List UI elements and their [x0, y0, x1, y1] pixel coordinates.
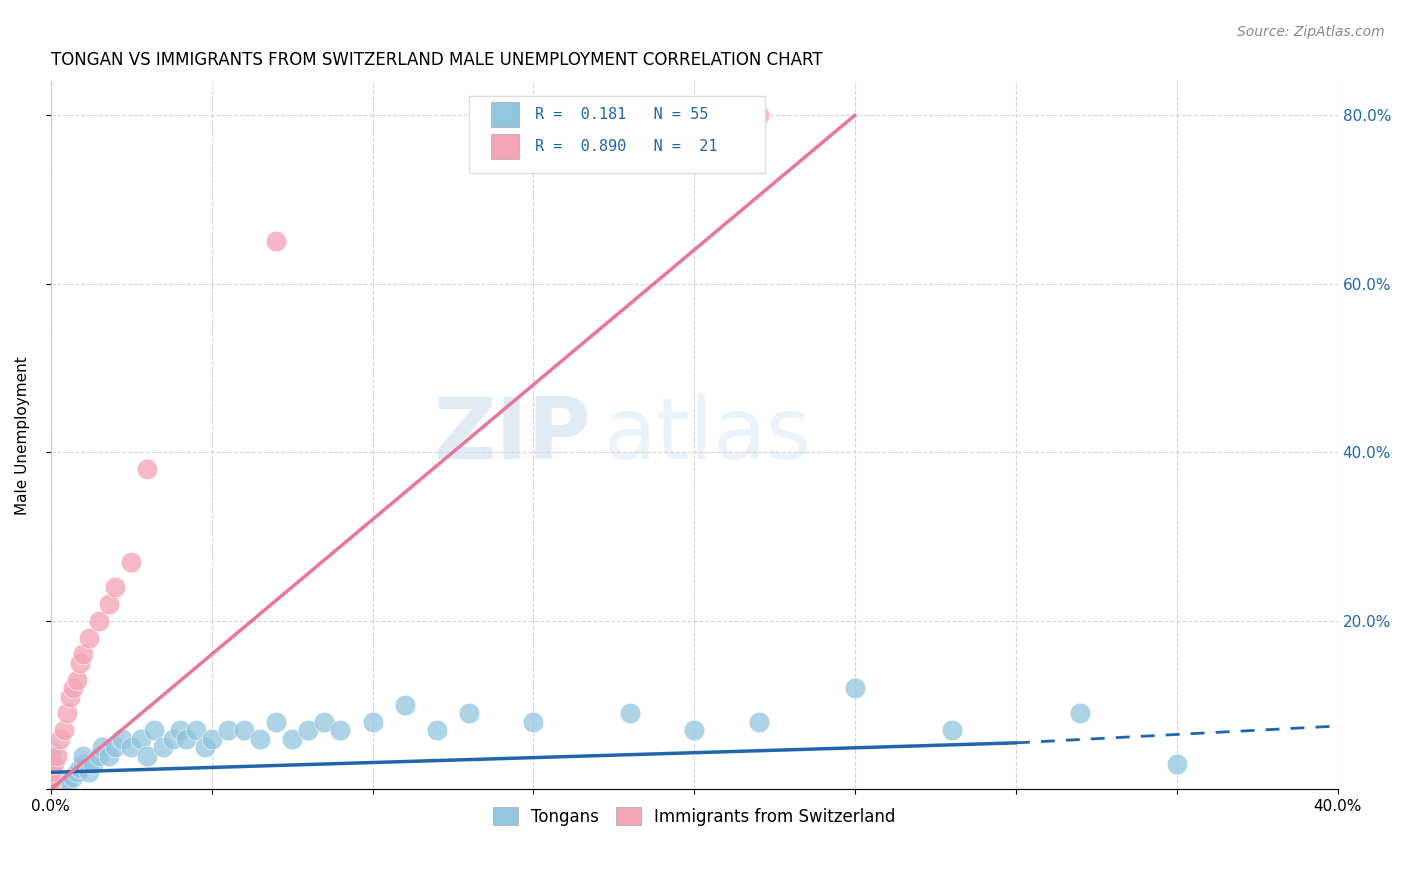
- Point: [82, 756, 104, 771]
- Point: [79, 765, 101, 780]
- Point: [142, 723, 165, 738]
- Point: [426, 723, 449, 738]
- Point: [56, 706, 79, 721]
- Point: [39, 782, 62, 797]
- Point: [104, 740, 127, 755]
- Point: [91, 740, 114, 755]
- Point: [522, 714, 544, 729]
- Point: [129, 731, 152, 746]
- Point: [97, 597, 120, 611]
- Point: [329, 723, 352, 738]
- Point: [104, 580, 127, 594]
- Point: [72, 648, 94, 662]
- Point: [1166, 756, 1188, 771]
- Point: [264, 235, 287, 249]
- Point: [120, 740, 142, 755]
- Point: [217, 723, 239, 738]
- Text: R =  0.181   N = 55: R = 0.181 N = 55: [534, 107, 709, 122]
- FancyBboxPatch shape: [470, 95, 765, 173]
- FancyBboxPatch shape: [491, 102, 519, 128]
- Point: [39, 773, 62, 788]
- Point: [39, 748, 62, 763]
- Point: [42, 756, 65, 771]
- Point: [136, 462, 159, 476]
- Text: R =  0.890   N =  21: R = 0.890 N = 21: [534, 139, 717, 154]
- Point: [65, 765, 87, 780]
- Point: [72, 756, 94, 771]
- Point: [39, 765, 62, 780]
- Point: [87, 614, 110, 628]
- Text: atlas: atlas: [605, 393, 813, 477]
- Point: [297, 723, 319, 738]
- Point: [232, 723, 254, 738]
- Text: TONGAN VS IMMIGRANTS FROM SWITZERLAND MALE UNEMPLOYMENT CORRELATION CHART: TONGAN VS IMMIGRANTS FROM SWITZERLAND MA…: [51, 51, 823, 69]
- Legend: Tongans, Immigrants from Switzerland: Tongans, Immigrants from Switzerland: [485, 799, 904, 834]
- Point: [184, 723, 207, 738]
- Point: [1069, 706, 1091, 721]
- Point: [56, 773, 79, 788]
- Point: [249, 731, 271, 746]
- Point: [194, 740, 217, 755]
- Point: [39, 753, 62, 767]
- Point: [65, 673, 87, 687]
- Point: [39, 756, 62, 771]
- Point: [46, 748, 69, 763]
- Point: [59, 690, 82, 704]
- Point: [49, 731, 72, 746]
- Point: [39, 773, 62, 788]
- Point: [69, 656, 91, 670]
- Point: [458, 706, 481, 721]
- Point: [79, 631, 101, 645]
- Point: [120, 555, 142, 569]
- Point: [169, 723, 191, 738]
- Y-axis label: Male Unemployment: Male Unemployment: [15, 356, 30, 515]
- Point: [264, 714, 287, 729]
- Point: [201, 731, 224, 746]
- Point: [136, 748, 159, 763]
- Point: [52, 723, 75, 738]
- Text: ZIP: ZIP: [433, 393, 592, 477]
- Point: [174, 731, 197, 746]
- Point: [683, 723, 706, 738]
- Point: [87, 748, 110, 763]
- Point: [56, 778, 79, 792]
- FancyBboxPatch shape: [491, 134, 519, 159]
- Point: [39, 744, 62, 758]
- Point: [162, 731, 184, 746]
- Point: [39, 765, 62, 780]
- Point: [941, 723, 963, 738]
- Point: [69, 761, 91, 775]
- Point: [281, 731, 304, 746]
- Point: [152, 740, 174, 755]
- Point: [748, 714, 770, 729]
- Point: [62, 770, 84, 784]
- Point: [110, 731, 132, 746]
- Point: [844, 681, 866, 695]
- Point: [361, 714, 384, 729]
- Point: [39, 770, 62, 784]
- Point: [62, 681, 84, 695]
- Point: [39, 778, 62, 792]
- Point: [748, 108, 770, 122]
- Point: [619, 706, 641, 721]
- Point: [39, 761, 62, 775]
- Point: [97, 748, 120, 763]
- Point: [314, 714, 336, 729]
- Point: [394, 698, 416, 712]
- Point: [72, 748, 94, 763]
- Text: Source: ZipAtlas.com: Source: ZipAtlas.com: [1237, 25, 1385, 39]
- Point: [39, 782, 62, 797]
